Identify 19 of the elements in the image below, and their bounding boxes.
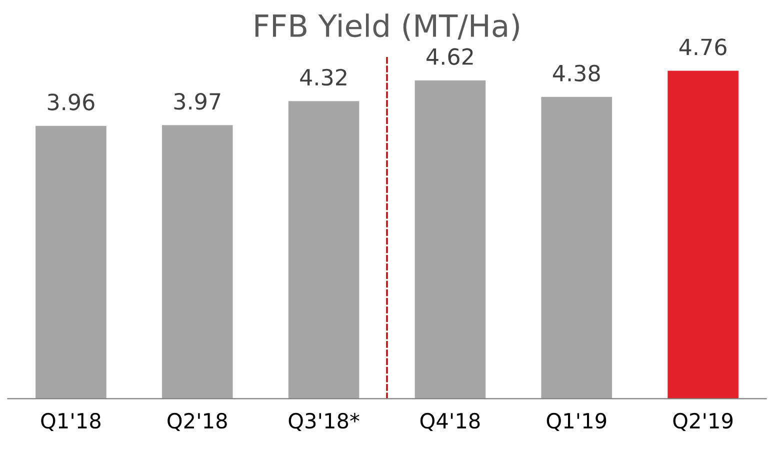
chart-title: FFB Yield (MT/Ha) (255, 14, 519, 41)
data-label: 4.32 (300, 68, 346, 86)
bar (668, 70, 738, 399)
x-tick-label: Q4'18 (420, 412, 480, 432)
bar (36, 126, 106, 399)
data-label: 3.97 (174, 92, 220, 110)
data-label: 3.96 (48, 94, 94, 110)
bar (541, 96, 612, 399)
bar (288, 101, 360, 399)
data-label: 4.38 (552, 64, 600, 82)
x-tick-label: Q1'19 (546, 412, 606, 432)
x-tick-label: Q3'18* (288, 412, 360, 432)
x-tick-label: Q1'18 (41, 412, 100, 432)
bar (162, 125, 233, 399)
x-tick-label: Q2'19 (673, 412, 733, 432)
data-label: 4.76 (679, 38, 726, 56)
bar (414, 80, 486, 399)
x-tick-label: Q2'18 (168, 412, 227, 432)
data-label: 4.62 (426, 48, 473, 65)
